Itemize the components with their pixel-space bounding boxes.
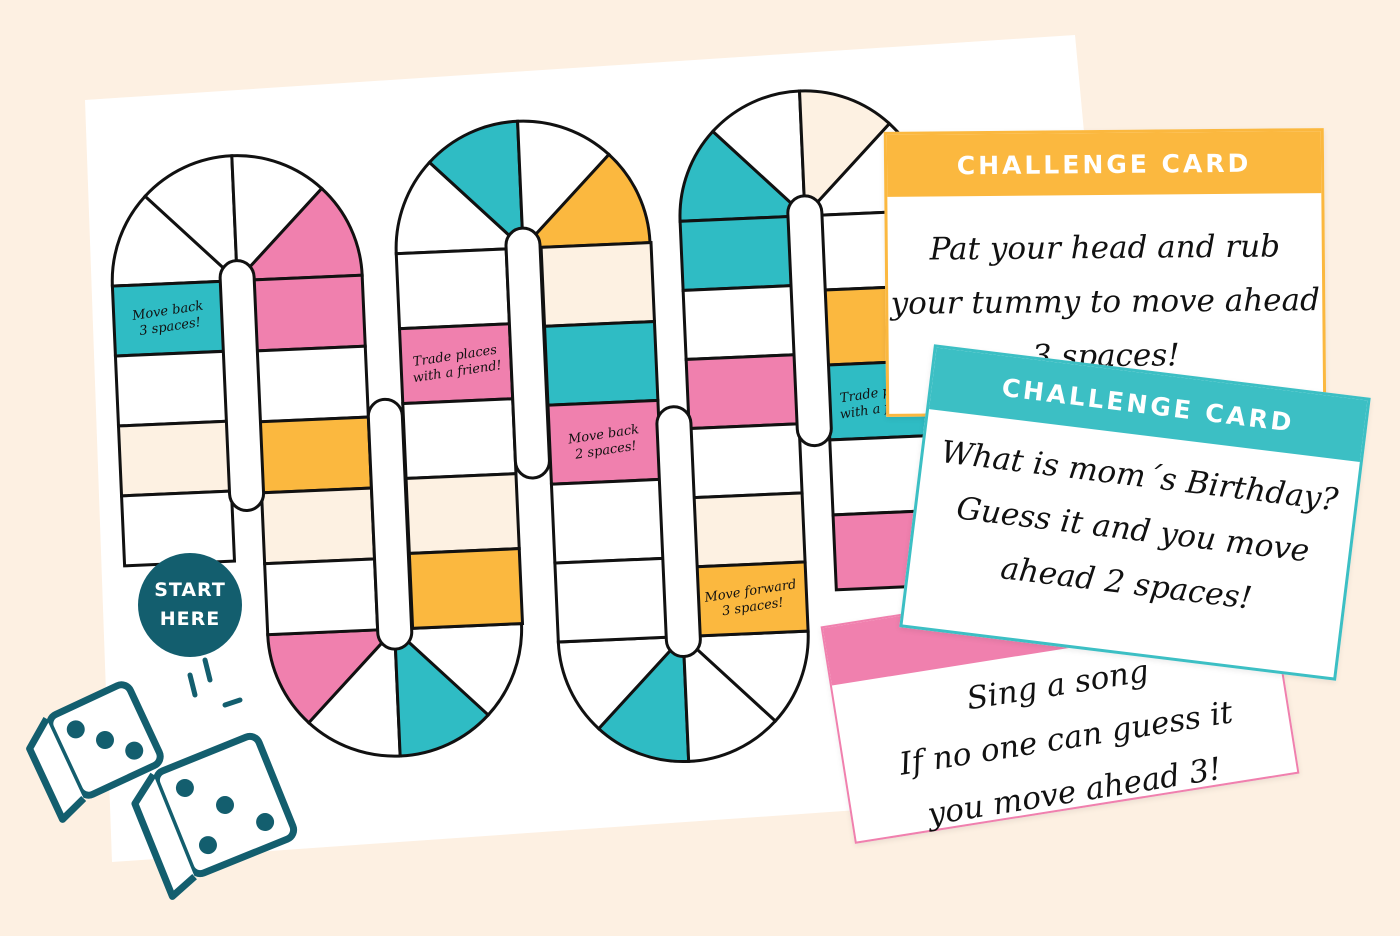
board-space xyxy=(687,422,804,500)
card-header: CHALLENGE CARD xyxy=(886,131,1322,197)
cap-sector xyxy=(142,154,239,285)
start-here-circle: START HERE xyxy=(138,553,242,657)
cap-sector xyxy=(110,194,241,288)
motion-line xyxy=(187,672,198,698)
die-pip xyxy=(216,796,234,814)
cap-sector xyxy=(427,119,525,252)
start-label: HERE xyxy=(159,608,221,630)
board-space xyxy=(253,344,370,424)
cap-sector xyxy=(516,119,612,252)
board-space xyxy=(690,491,807,569)
die-pip xyxy=(198,836,217,855)
cap-sector xyxy=(392,625,491,758)
board-space xyxy=(542,319,660,407)
die xyxy=(131,732,298,900)
die-side xyxy=(26,716,87,823)
track-divider xyxy=(655,405,702,659)
board-space xyxy=(110,279,227,358)
die-pip xyxy=(96,731,114,749)
board-space xyxy=(684,353,801,431)
motion-line xyxy=(202,657,213,683)
die xyxy=(26,681,164,823)
start-label: START xyxy=(154,579,226,601)
die-pip xyxy=(125,741,144,760)
challenge-card-teal: CHALLENGE CARD What is mom´s Birthday? Gu… xyxy=(899,344,1371,681)
board-space xyxy=(116,419,234,498)
cap-sector xyxy=(710,89,807,220)
die-pip xyxy=(66,720,85,739)
cap-sector xyxy=(390,622,524,718)
die-pip xyxy=(175,778,194,797)
board-space xyxy=(394,247,511,331)
board-space xyxy=(539,241,657,328)
board-space xyxy=(401,397,518,481)
board-space xyxy=(681,284,798,362)
cap-sector xyxy=(394,160,527,256)
motion-line xyxy=(222,697,243,708)
board-space xyxy=(546,398,663,486)
cap-sector xyxy=(230,154,324,285)
cap-sector xyxy=(556,634,687,731)
cap-sector xyxy=(596,632,691,763)
board-space xyxy=(113,349,230,428)
track-divider xyxy=(366,397,414,651)
cap-sector xyxy=(797,89,892,220)
die-side xyxy=(131,772,197,900)
board-space xyxy=(256,415,374,495)
cap-sector xyxy=(233,186,364,283)
board-space xyxy=(250,273,367,353)
dice-icon xyxy=(26,657,298,900)
cap-sector xyxy=(678,129,809,223)
board-space xyxy=(553,556,670,644)
board-space xyxy=(549,477,667,565)
track-divider xyxy=(786,194,833,448)
cap-sector xyxy=(306,625,402,758)
cap-sector xyxy=(679,629,810,724)
track-divider xyxy=(504,226,551,480)
board-space xyxy=(678,214,795,292)
board-space xyxy=(404,472,521,555)
board-space xyxy=(263,557,380,637)
track-divider xyxy=(218,259,266,512)
board-space xyxy=(259,486,377,566)
cap-sector xyxy=(681,632,778,763)
board-space xyxy=(407,547,525,630)
die-pip xyxy=(256,813,275,832)
cap-sector xyxy=(266,627,399,725)
cap-sector xyxy=(519,152,652,250)
